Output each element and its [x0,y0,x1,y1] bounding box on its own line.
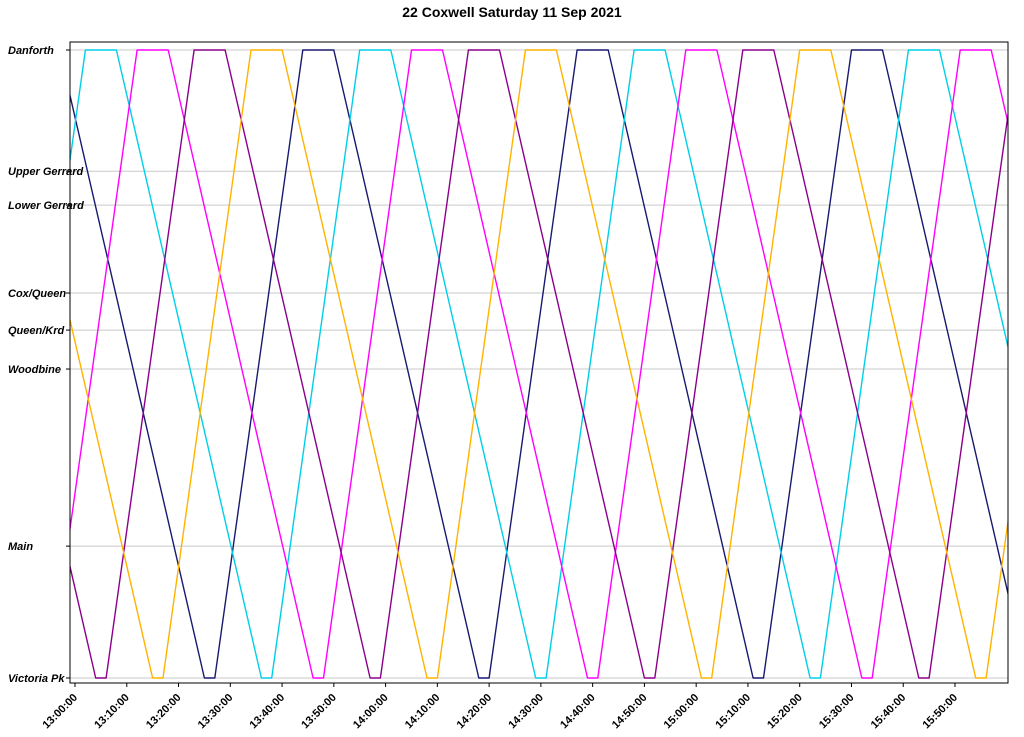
time-label: 15:00:00 [662,692,702,732]
time-label: 13:10:00 [92,692,132,732]
time-label: 14:50:00 [610,692,650,732]
series-run-4-purple [70,49,1008,679]
time-label: 14:10:00 [403,692,443,732]
time-label: 14:20:00 [455,692,495,732]
time-label: 15:50:00 [920,692,960,732]
series-run-3-magenta [70,49,1008,679]
series-run-2-cyan [70,49,1008,679]
time-label: 14:30:00 [506,692,546,732]
time-label: 13:50:00 [299,692,339,732]
chart-title: 22 Coxwell Saturday 11 Sep 2021 [402,4,622,20]
time-label: 15:20:00 [765,692,805,732]
time-label: 15:30:00 [817,692,857,732]
station-label: Main [8,541,33,553]
station-label: Upper Gerrard [8,166,83,178]
station-label: Queen/Krd [8,325,65,337]
series-run-1-navy [70,49,1008,679]
time-label: 13:00:00 [40,692,80,732]
time-label: 13:30:00 [196,692,236,732]
time-label: 13:40:00 [248,692,288,732]
time-label: 13:20:00 [144,692,184,732]
station-label: Danforth [8,45,54,57]
station-label: Victoria Pk [8,673,65,685]
station-label: Lower Gerrard [8,200,84,212]
time-label: 15:40:00 [869,692,909,732]
plot-border [69,41,1009,684]
series-run-5-orange [70,49,1008,679]
time-label: 14:40:00 [558,692,598,732]
time-label: 15:10:00 [713,692,753,732]
station-label: Woodbine [8,364,61,376]
station-label: Cox/Queen [8,288,66,300]
time-label: 14:00:00 [351,692,391,732]
